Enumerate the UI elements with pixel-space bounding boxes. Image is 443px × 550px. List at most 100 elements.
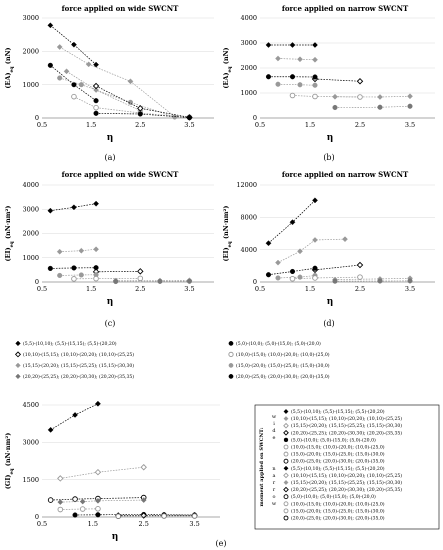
y-tick-label: 0 bbox=[253, 114, 257, 122]
y-tick-label: 0 bbox=[253, 278, 257, 286]
legend-label: (15,15)-(20,20); (15,15)-(25,25); (15,15… bbox=[291, 479, 402, 486]
y-tick-label: 1000 bbox=[240, 89, 257, 97]
data-point bbox=[57, 75, 63, 81]
data-point bbox=[357, 94, 363, 100]
legend-marker bbox=[283, 472, 289, 479]
data-point bbox=[57, 475, 64, 482]
legend-e-item: (20,0)-(25,0); (20,0)-(30,0); (20,0)-(35… bbox=[283, 515, 385, 522]
data-point bbox=[85, 61, 92, 68]
legend-marker bbox=[283, 429, 289, 436]
y-axis-label: (GI)eq (nN·nm²) bbox=[4, 433, 15, 490]
x-tick-label: 1.5 bbox=[305, 285, 315, 293]
data-point bbox=[357, 274, 363, 280]
series-2 bbox=[47, 265, 99, 271]
data-point bbox=[265, 240, 272, 247]
chart-panel-d: 0.5 1.5 2.5 3.5 0 4000 8000 12000 force applied … bbox=[222, 170, 435, 307]
y-tick-label: 2000 bbox=[240, 64, 257, 72]
series-0 bbox=[265, 42, 318, 48]
legend-label: (5,0)-(10,0); (5,0)-(15,0); (5,0)-(20,0) bbox=[291, 493, 376, 500]
legend-label: (20,0)-(25,0); (20,0)-(30,0); (20,0)-(35… bbox=[236, 373, 330, 380]
chart-title: force applied on narrow SWCNT bbox=[282, 170, 409, 179]
y-tick-label: 2000 bbox=[22, 48, 39, 56]
series-2 bbox=[63, 68, 144, 114]
data-point bbox=[265, 272, 272, 278]
legend-marker bbox=[15, 340, 21, 347]
legend-top-item: (5,5)-(10,10); (5,5)-(15,15); (5,5)-(20,… bbox=[15, 340, 117, 347]
x-axis-label: η bbox=[327, 297, 334, 307]
legend-marker bbox=[228, 374, 234, 379]
legend-top-item: (15,0)-(20,0); (15,0)-(25,0); (15,0)-(30… bbox=[228, 362, 330, 369]
x-tick-label: 2.5 bbox=[135, 285, 145, 293]
data-point bbox=[79, 498, 86, 505]
data-point bbox=[297, 56, 303, 63]
data-point bbox=[57, 499, 64, 505]
legend-marker bbox=[283, 480, 289, 485]
y-tick-label: 1000 bbox=[22, 254, 39, 262]
legend-label: (5,0)-(10,0); (5,0)-(15,0); (5,0)-(20,0) bbox=[236, 340, 321, 347]
data-point bbox=[289, 219, 296, 226]
legend-e-item: (5,0)-(10,0); (5,0)-(15,0); (5,0)-(20,0) bbox=[283, 493, 376, 500]
series-7 bbox=[332, 278, 413, 284]
legend-label: (10,0)-(15,0); (10,0)-(20,0); (10,0)-(25… bbox=[291, 500, 385, 507]
x-tick-label: 3.5 bbox=[405, 285, 415, 293]
legend-marker bbox=[283, 508, 289, 514]
series-line bbox=[59, 274, 97, 276]
series-line bbox=[277, 83, 316, 86]
legend-label: (15,0)-(20,0); (15,0)-(25,0); (15,0)-(30… bbox=[291, 451, 385, 458]
y-axis-label: (EI)eq (nN·nm²) bbox=[222, 206, 233, 262]
legend-label: (15,15)-(20,20); (15,15)-(25,25); (15,15… bbox=[291, 422, 402, 429]
data-point bbox=[297, 82, 303, 88]
x-tick-label: 2.5 bbox=[139, 520, 149, 528]
legend-e-item: (5,5)-(10,10); (5,5)-(15,15); (5,5)-(20,… bbox=[283, 465, 385, 472]
legend-e-item: (5,5)-(10,10); (5,5)-(15,15); (5,5)-(20,… bbox=[283, 408, 385, 415]
data-point bbox=[71, 93, 77, 100]
data-point bbox=[95, 497, 101, 504]
series-5 bbox=[289, 274, 363, 282]
series-7 bbox=[93, 110, 192, 121]
data-point bbox=[289, 275, 296, 282]
series-4 bbox=[265, 74, 318, 80]
data-point bbox=[377, 94, 383, 100]
chart-panel-a: 0.5 1.5 2.5 3.5 0 1000 2000 3000 force applied o… bbox=[4, 4, 214, 143]
legend-side-letter: a bbox=[273, 473, 276, 479]
series-6 bbox=[289, 92, 363, 100]
data-point bbox=[93, 61, 99, 68]
series-2 bbox=[311, 261, 364, 274]
legend-label: (20,20)-(25,25); (20,20)-(30,30); (20,20… bbox=[23, 373, 134, 380]
legend-label: (10,10)-(15,15); (10,10)-(20,20); (10,10… bbox=[291, 472, 402, 479]
data-point bbox=[47, 22, 54, 29]
series-1 bbox=[56, 44, 178, 120]
data-point bbox=[71, 204, 77, 211]
series-1 bbox=[56, 246, 99, 255]
data-point bbox=[140, 512, 147, 519]
legend-label: (10,0)-(15,0); (10,0)-(20,0); (10,0)-(25… bbox=[236, 351, 330, 358]
legend-e-item: (5,0)-(10,0); (5,0)-(15,0); (5,0)-(20,0) bbox=[283, 436, 376, 443]
data-point bbox=[47, 265, 53, 271]
legend-e-item: (15,15)-(20,20); (15,15)-(25,25); (15,15… bbox=[283, 479, 402, 486]
data-point bbox=[94, 468, 102, 476]
data-point bbox=[275, 259, 281, 266]
x-axis-label: η bbox=[107, 297, 114, 307]
data-point bbox=[95, 505, 101, 512]
legend-label: (20,20)-(25,25); (20,20)-(30,30); (20,20… bbox=[291, 429, 402, 436]
data-point bbox=[407, 93, 413, 100]
y-axis-label: (EA)eq (nN) bbox=[222, 47, 233, 88]
series-line bbox=[334, 277, 411, 280]
data-point bbox=[172, 114, 178, 120]
legend-e-item: (15,0)-(20,0); (15,0)-(25,0); (15,0)-(30… bbox=[283, 507, 385, 514]
data-point bbox=[72, 412, 78, 418]
data-point bbox=[332, 104, 338, 111]
data-point bbox=[56, 44, 63, 50]
series-line bbox=[59, 77, 175, 118]
data-point bbox=[275, 275, 281, 281]
y-tick-label: 8000 bbox=[240, 214, 257, 222]
data-point bbox=[275, 55, 281, 62]
data-point bbox=[71, 41, 77, 48]
series-1 bbox=[275, 236, 348, 266]
legend-marker bbox=[14, 351, 22, 358]
legend-label: (5,5)-(10,10); (5,5)-(15,15); (5,5)-(20,… bbox=[291, 408, 385, 415]
x-tick-label: 1.5 bbox=[88, 520, 98, 528]
data-point bbox=[161, 513, 167, 519]
series-line bbox=[66, 71, 141, 111]
y-tick-label: 4000 bbox=[22, 181, 39, 189]
